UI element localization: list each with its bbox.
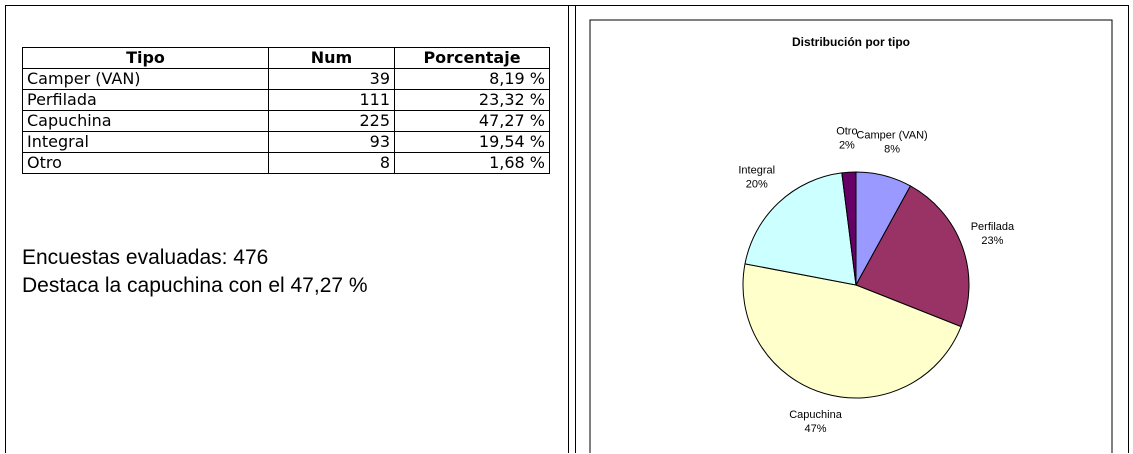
chart-title: Distribución por tipo — [792, 35, 910, 49]
pie-slice — [855, 185, 970, 328]
slice-label: Camper (VAN) — [856, 130, 927, 142]
table-row: Integral 93 19,54 % — [22, 131, 550, 153]
data-table: Tipo Num Porcentaje Camper (VAN) 39 8,19 % Pe… — [22, 47, 550, 174]
table-cell: 111 — [268, 89, 395, 111]
note: Encuestas evaluadas: 476 — [22, 246, 269, 269]
slice-label: Perfilada — [971, 221, 1015, 233]
table-cell: 8,19 % — [394, 68, 550, 90]
frame — [5, 5, 1128, 454]
pie-slice — [744, 172, 857, 286]
table-row: Otro 8 1,68 % — [22, 152, 550, 174]
pie-slice — [841, 171, 857, 286]
pie-slice — [742, 263, 962, 399]
table-cell: Otro — [22, 152, 269, 174]
slice-value-label: 47% — [805, 423, 827, 435]
table-body: Camper (VAN) 39 8,19 % Perfilada 111 23,32 % C… — [22, 68, 550, 174]
slice-value-label: 2% — [839, 139, 855, 151]
header-cell: Num — [268, 47, 395, 69]
header-cell: Porcentaje — [394, 47, 550, 69]
table-cell: 1,68 % — [394, 152, 550, 174]
slice-label: Integral — [738, 164, 775, 176]
slice-value-label: 20% — [746, 178, 768, 190]
slice-label: Capuchina — [789, 409, 842, 421]
right-cell — [575, 5, 1129, 453]
slice-value-label: 23% — [981, 235, 1003, 247]
table-row: Camper (VAN) 39 8,19 % — [22, 68, 550, 90]
table-cell: 19,54 % — [394, 131, 550, 153]
note: Destaca la capuchina con el 47,27 % — [22, 274, 368, 297]
header-row: Tipo Num Porcentaje — [22, 47, 550, 69]
slice-value-label: 8% — [884, 144, 900, 156]
slice-label: Otro — [836, 125, 857, 137]
left-cell — [5, 5, 569, 453]
table-row: Capuchina 225 47,27 % — [22, 110, 550, 132]
table-cell: 23,32 % — [394, 89, 550, 111]
